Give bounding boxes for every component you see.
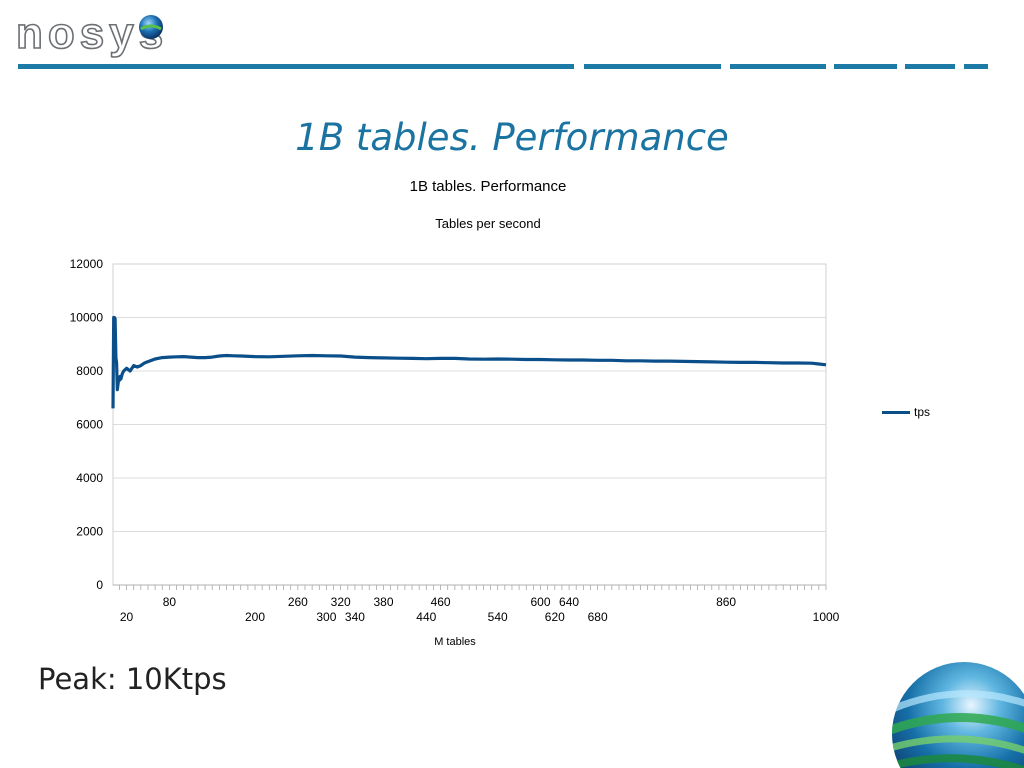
header-rule-2 <box>584 64 721 69</box>
header-rule-4 <box>834 64 897 69</box>
header-rule-5 <box>905 64 955 69</box>
x-tick-label-540: 540 <box>488 610 508 624</box>
x-tick-label-860: 860 <box>716 595 736 609</box>
x-tick-label-20: 20 <box>120 610 134 624</box>
header-rule-3 <box>730 64 826 69</box>
x-tick-label-300: 300 <box>316 610 336 624</box>
x-tick-label-320: 320 <box>331 595 351 609</box>
y-tick-label-6000: 6000 <box>76 418 103 432</box>
header-rule-1 <box>18 64 574 69</box>
y-tick-label-12000: 12000 <box>70 257 104 271</box>
x-tick-label-1000: 1000 <box>813 610 840 624</box>
y-tick-label-0: 0 <box>96 578 103 592</box>
x-tick-label-440: 440 <box>416 610 436 624</box>
slide-title: 1B tables. Performance <box>295 116 729 159</box>
x-axis-label: M tables <box>434 636 476 648</box>
x-tick-label-600: 600 <box>530 595 550 609</box>
y-tick-label-4000: 4000 <box>76 471 103 485</box>
chart-legend: tps <box>882 404 930 420</box>
y-tick-label-10000: 10000 <box>70 311 104 325</box>
header-rule-6 <box>964 64 988 69</box>
x-tick-label-380: 380 <box>373 595 393 609</box>
logo: nosys <box>15 9 206 59</box>
logo-globe-icon <box>139 15 163 39</box>
series-line-tps <box>111 315 827 409</box>
chart-subtitle: Tables per second <box>435 216 541 231</box>
x-tick-label-80: 80 <box>163 595 177 609</box>
peak-caption: Peak: 10Ktps <box>38 662 227 696</box>
corner-globe-icon <box>892 662 1024 768</box>
legend-label-tps: tps <box>914 405 931 419</box>
x-tick-label-620: 620 <box>545 610 565 624</box>
legend-swatch-tps <box>882 410 910 414</box>
x-tick-label-200: 200 <box>245 610 265 624</box>
chart-title: 1B tables. Performance <box>409 178 567 195</box>
line-chart: 0 2000 4000 6000 8000 10000 12000 80 260 320 380 4… <box>70 257 840 624</box>
x-tick-label-260: 260 <box>288 595 308 609</box>
y-tick-label-8000: 8000 <box>76 364 103 378</box>
x-tick-label-680: 680 <box>588 610 608 624</box>
x-tick-label-640: 640 <box>559 595 579 609</box>
y-tick-label-2000: 2000 <box>76 525 103 539</box>
x-tick-label-340: 340 <box>345 610 365 624</box>
x-tick-label-460: 460 <box>431 595 451 609</box>
logo-wordmark: nosys <box>15 9 169 59</box>
